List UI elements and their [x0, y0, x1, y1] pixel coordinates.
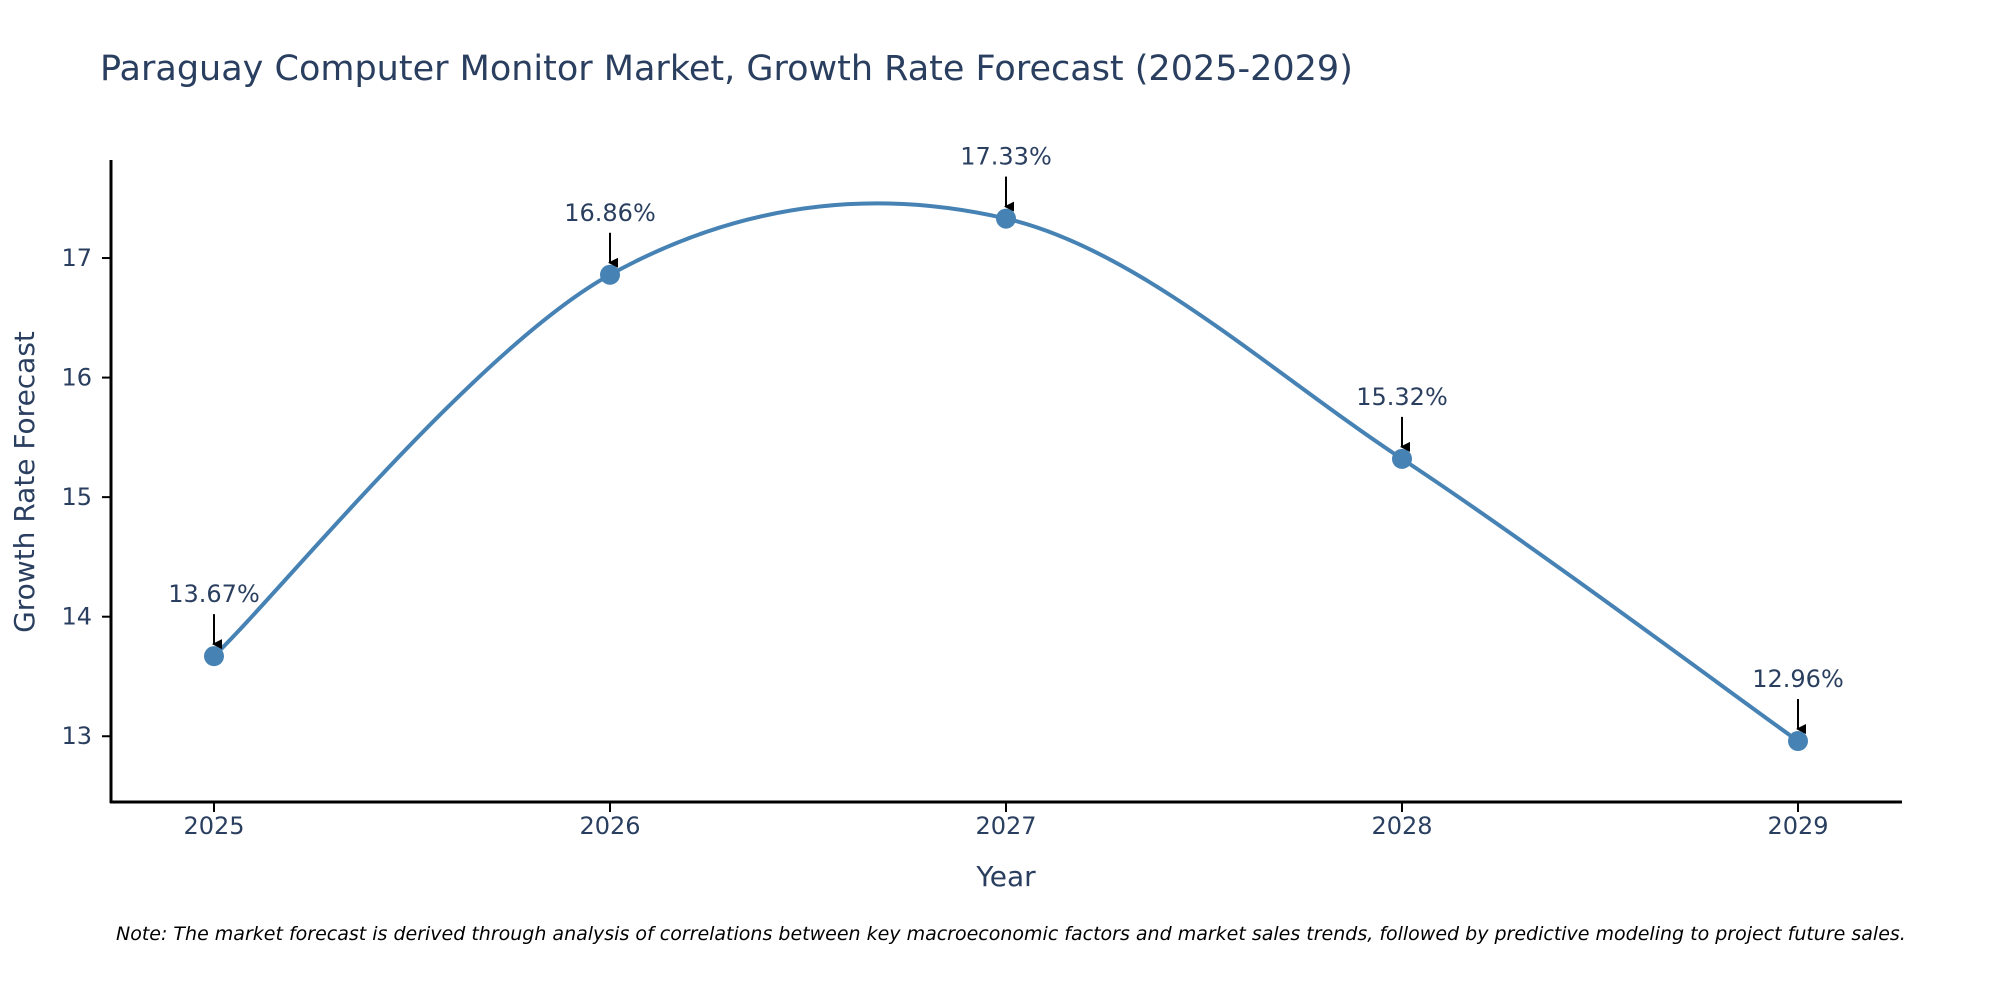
x-axis-title: Year: [975, 860, 1036, 893]
data-label: 16.86%: [564, 199, 656, 227]
series-line: [212, 201, 1800, 743]
y-axis-title: Growth Rate Forecast: [8, 331, 41, 633]
data-labels: 13.67% 16.86% 17.33% 15.32% 12.96%: [168, 143, 1844, 735]
y-tick-label: 14: [61, 603, 92, 631]
y-axis-ticks: 13 14 15 16 17: [61, 244, 111, 750]
y-tick-label: 17: [61, 244, 92, 272]
y-tick-label: 15: [61, 483, 92, 511]
x-tick-label: 2028: [1371, 812, 1432, 840]
data-label: 13.67%: [168, 580, 260, 608]
data-point[interactable]: [204, 646, 224, 667]
data-point[interactable]: [600, 264, 620, 285]
y-tick-label: 16: [61, 364, 92, 392]
x-tick-label: 2027: [975, 812, 1036, 840]
series-group: [204, 201, 1808, 752]
x-axis-ticks: 2025 2026 2027 2028 2029: [183, 802, 1829, 840]
x-tick-label: 2026: [579, 812, 640, 840]
x-tick-label: 2025: [183, 812, 244, 840]
data-label: 15.32%: [1356, 383, 1448, 411]
data-point[interactable]: [1788, 731, 1808, 752]
y-tick-label: 13: [61, 722, 92, 750]
data-point[interactable]: [996, 208, 1016, 229]
x-tick-label: 2029: [1767, 812, 1828, 840]
data-label: 12.96%: [1752, 665, 1844, 693]
data-point[interactable]: [1392, 448, 1412, 469]
footnote: Note: The market forecast is derived thr…: [116, 923, 1906, 945]
data-label: 17.33%: [960, 143, 1052, 171]
chart-title: Paraguay Computer Monitor Market, Growth…: [100, 49, 1353, 89]
plot-area: 13 14 15 16 17 2025 2026 2027 2028 2029 13.67% 16…: [61, 143, 1902, 840]
